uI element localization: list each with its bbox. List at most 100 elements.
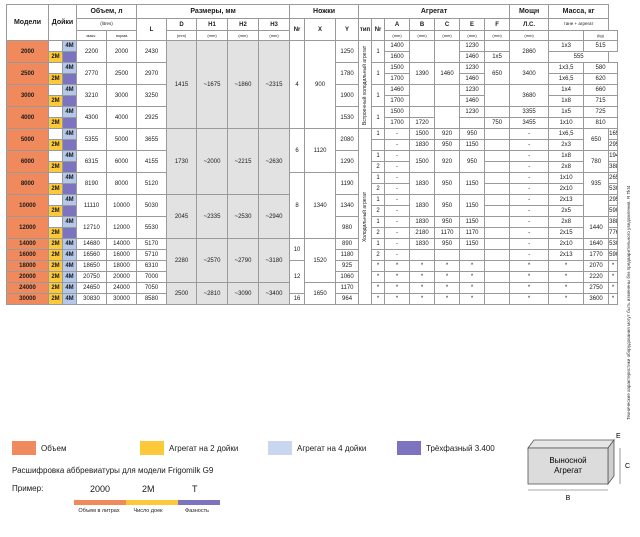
- side-note: Технические характеристики оборудования …: [626, 185, 631, 420]
- volume-norm: 6000: [105, 150, 138, 173]
- col-unit: Агрегат: [358, 4, 511, 19]
- unit-E: [459, 117, 486, 129]
- volume-max: 12710: [76, 216, 107, 239]
- unit-B: [409, 84, 436, 107]
- unit-F: *: [509, 293, 550, 305]
- table-row: 2000 4M 2200 2000 2430 1415 ~1675 ~1860 ~2315 4 90…: [6, 40, 618, 129]
- unit-E: 1150: [459, 139, 486, 151]
- unit-nr: 1: [371, 62, 386, 85]
- table-row: 12000 4M 12710 12000 5530 980 1-1830 950 1150-2x…: [6, 216, 618, 239]
- unit-F: -: [509, 161, 550, 173]
- unit-mm: (mm): [166, 30, 198, 41]
- col-H2: H2: [227, 18, 260, 31]
- legs-4m: 4M: [62, 40, 77, 52]
- feet-y: 1190: [335, 172, 360, 195]
- volume-norm: 5000: [105, 128, 138, 151]
- mass: 715: [583, 95, 618, 107]
- legend-label: Агрегат на 2 дойки: [169, 443, 239, 453]
- unit-nr: 1: [371, 238, 386, 250]
- unit-C: 950: [434, 172, 461, 195]
- unit-E: *: [459, 282, 486, 294]
- legs-2m: 2M: [48, 183, 63, 195]
- feet-y: 1170: [335, 282, 360, 294]
- volume-max: 5355: [76, 128, 107, 151]
- mass: 580: [583, 62, 618, 74]
- decode-title: Расшифровка аббревиатуры для модели Frig…: [12, 466, 214, 475]
- unit-F: [484, 40, 511, 52]
- legs-blank: [48, 62, 63, 74]
- power: 2x10: [548, 183, 585, 195]
- unit-A: *: [384, 260, 411, 272]
- unit-mm: (mm): [459, 30, 486, 41]
- col-E: E: [459, 18, 486, 31]
- model-cell: 5000: [6, 128, 49, 151]
- model-cell: 8000: [6, 172, 49, 195]
- dim-L: 3655: [136, 128, 168, 151]
- mass-total: 1770: [583, 249, 610, 261]
- unit-nr: *: [371, 260, 386, 272]
- unit-C: 920: [434, 128, 461, 140]
- volume-norm: 20000: [105, 271, 138, 283]
- volume-units: (litres): [75, 18, 138, 31]
- unit-E2: [484, 293, 511, 305]
- three-phase-marker: [62, 73, 77, 85]
- unit-nr: *: [371, 282, 386, 294]
- legs-4m: 4M: [62, 62, 77, 74]
- dim-H2: ~2790: [227, 238, 260, 283]
- unit-C: 950: [434, 194, 461, 217]
- model-cell: 24000: [6, 282, 49, 294]
- mass-total: 1640: [583, 238, 610, 250]
- feet-nr: 6: [289, 128, 306, 173]
- col-max: макс.: [76, 30, 107, 41]
- spec-table: Модели Дойки Объем, л Размеры, мм Ножки …: [6, 4, 618, 305]
- dim-D: 1730: [166, 128, 198, 195]
- unit-E: 950: [459, 150, 486, 173]
- col-feet: Ножки: [289, 4, 360, 19]
- table-row: 14000 2M 4M 14680 14000 5170 2280 ~2570 ~2790 ~31…: [6, 238, 618, 283]
- legs-blank: [48, 128, 63, 140]
- dim-L: 5710: [136, 249, 168, 261]
- dim-H2: ~2530: [227, 194, 260, 239]
- unit-E: *: [459, 260, 486, 272]
- mass-unit: *: [608, 282, 618, 294]
- table-row: 8000 4M 8190 8000 5120 8 1340 1190 1-1830 950 1150…: [6, 172, 618, 239]
- mass-total: 2750: [583, 282, 610, 294]
- col-L: L: [136, 18, 168, 41]
- feet-y: 1180: [335, 249, 360, 261]
- feet-y: 1530: [335, 106, 360, 129]
- legs-4m: 4M: [62, 216, 77, 228]
- unit-A: *: [384, 282, 411, 294]
- volume-norm: 16000: [105, 249, 138, 261]
- col-unit-nr: Nr: [371, 18, 386, 41]
- bar-legs-label: Число доек: [133, 508, 163, 514]
- unit-C: *: [434, 260, 461, 272]
- model-cell: 6000: [6, 150, 49, 173]
- power: 1x3: [548, 40, 585, 52]
- unit-E2: [484, 282, 511, 294]
- bar-volume-label: Объем в литрах: [78, 508, 120, 514]
- three-phase-marker: [62, 183, 77, 195]
- col-norm: норма: [105, 30, 138, 41]
- unit-B: *: [409, 293, 436, 305]
- col-C: C: [434, 18, 461, 31]
- table-row: 2M 1700 1720 750 3455 1x10 810: [7, 117, 618, 129]
- legs-blank: [48, 172, 63, 184]
- model-cell: 12000: [6, 216, 49, 239]
- volume-norm: 30000: [105, 293, 138, 305]
- col-Nr: Nr: [289, 18, 306, 41]
- dim-L: 7000: [136, 271, 168, 283]
- unit-E: 1170: [459, 227, 486, 239]
- unit-F: -: [509, 150, 550, 162]
- dim-L: 4155: [136, 150, 168, 173]
- legs-blank: [48, 194, 63, 206]
- legs-2m: 2M: [48, 227, 63, 239]
- unit-nr: 2: [371, 205, 386, 217]
- unit-A: 1400: [384, 40, 411, 52]
- box-dim-C: C: [625, 463, 630, 470]
- bar-volume: [74, 500, 126, 505]
- dim-H3: ~2315: [258, 40, 291, 129]
- mass: 555: [548, 51, 610, 63]
- unit-F: -: [509, 216, 550, 228]
- unit-A: -: [384, 205, 411, 217]
- feet-y: 1250: [335, 40, 360, 63]
